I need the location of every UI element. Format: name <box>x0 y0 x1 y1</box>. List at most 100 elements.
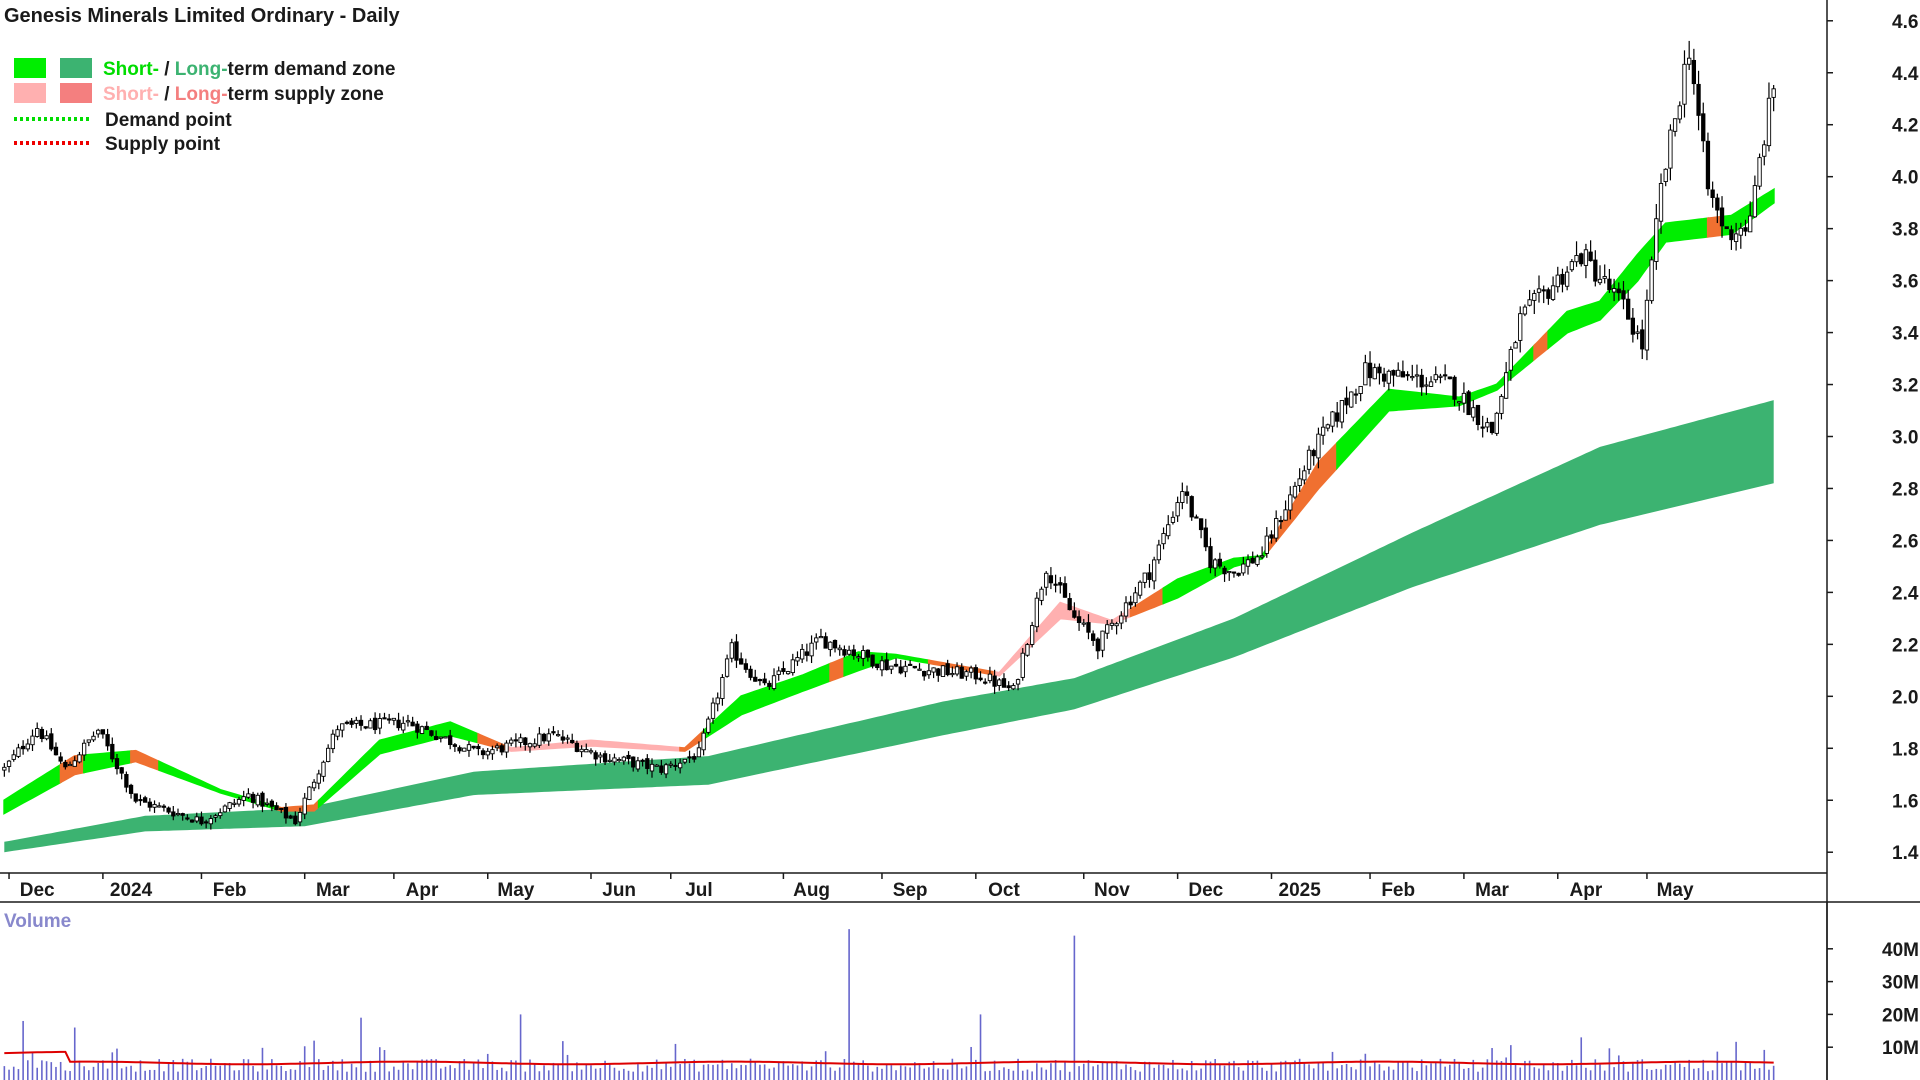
candle-body <box>659 765 664 773</box>
candle-body <box>856 656 861 659</box>
candle-body <box>532 743 537 747</box>
price-tick-label: 2.0 <box>1892 687 1918 708</box>
candle-body <box>631 756 636 768</box>
candle-body <box>560 736 565 741</box>
candle-body <box>1513 342 1518 349</box>
candle-body <box>1006 685 1011 689</box>
candle-body <box>53 746 59 756</box>
candle-body <box>368 720 373 729</box>
candle-body <box>1381 373 1387 382</box>
candle-body <box>940 665 946 677</box>
candle-body <box>142 797 148 803</box>
date-tick-label: 2025 <box>1279 880 1322 901</box>
candle-body <box>1560 273 1565 285</box>
candle-body <box>250 793 256 803</box>
date-tick-label: Apr <box>406 880 439 901</box>
candle-body <box>1546 289 1551 299</box>
candle-body <box>1170 516 1176 523</box>
candle-body <box>1677 105 1682 120</box>
candle-body <box>218 812 223 817</box>
candle-body <box>936 668 941 676</box>
candle-body <box>194 816 199 822</box>
candle-body <box>879 660 885 671</box>
candle-body <box>555 734 561 737</box>
legend-swatch-short-supply <box>14 83 46 103</box>
candle-body <box>58 756 63 762</box>
candle-body <box>1705 140 1711 190</box>
candle-body <box>1410 376 1415 379</box>
candle-body <box>739 658 744 665</box>
candle-body <box>1555 274 1560 288</box>
candle-body <box>72 760 77 767</box>
candle-body <box>1297 478 1302 486</box>
candle-body <box>138 799 143 802</box>
candle-body <box>785 671 791 675</box>
candle-body <box>1508 349 1513 371</box>
candle-body <box>692 756 697 760</box>
candle-body <box>326 747 331 762</box>
candle-body <box>372 717 378 731</box>
candle-body <box>1259 555 1265 558</box>
candle-body <box>1522 306 1528 315</box>
candle-body <box>537 733 542 746</box>
legend-demand-point: Demand point <box>105 110 232 131</box>
candle-body <box>1001 678 1007 688</box>
volume-average-line <box>4 1050 1774 1066</box>
candle-body <box>128 784 134 794</box>
candle-body <box>837 647 842 651</box>
candle-body <box>541 733 547 742</box>
candle-body <box>598 754 603 758</box>
candle-body <box>1494 412 1499 434</box>
candle-body <box>509 739 514 744</box>
candle-body <box>734 641 739 661</box>
candle-body <box>804 651 810 656</box>
candle-body <box>1081 622 1086 625</box>
candle-body <box>1691 59 1697 85</box>
candle-body <box>147 801 152 808</box>
candle-body <box>255 794 260 806</box>
candle-body <box>673 764 678 768</box>
candle-body <box>1123 602 1129 617</box>
candle-body <box>1565 271 1570 287</box>
candle-body <box>419 726 425 734</box>
candle-body <box>1011 685 1016 690</box>
date-axis-labels: Dec 2024 Feb Mar Apr May Jun Jul Aug Sep Oct Nov Dec… <box>8 873 1694 901</box>
candle-body <box>105 734 110 747</box>
candle-body <box>1344 397 1349 406</box>
candle-body <box>1499 395 1504 414</box>
legend-supply-zone: Short- / Long-term supply zone <box>103 84 384 105</box>
candle-body <box>828 641 833 651</box>
candle-body <box>593 752 598 760</box>
candle-body <box>480 750 486 756</box>
candle-body <box>649 763 655 772</box>
candle-body <box>354 719 359 724</box>
candle-body <box>729 642 734 659</box>
candle-body <box>1536 288 1542 293</box>
candle-body <box>1241 563 1246 574</box>
candle-body <box>964 671 969 677</box>
candle-body <box>1738 227 1743 236</box>
candle-body <box>415 723 420 733</box>
candle-body <box>978 677 983 681</box>
candle-body <box>30 735 35 746</box>
candle-body <box>293 815 298 825</box>
candle-body <box>889 665 894 670</box>
candle-body <box>513 739 519 742</box>
candle-body <box>1541 289 1546 292</box>
candle-body <box>1147 572 1152 580</box>
candle-body <box>1630 317 1636 335</box>
candle-body <box>715 697 720 705</box>
candle-body <box>499 745 504 753</box>
candle-body <box>635 760 641 770</box>
candle-body <box>1668 129 1673 169</box>
candle-body <box>1325 424 1330 429</box>
candle-body <box>1213 559 1218 569</box>
candle-body <box>81 742 87 756</box>
candle-body <box>265 802 270 805</box>
candle-body <box>236 798 242 805</box>
date-tick-label: Jul <box>685 880 712 901</box>
candle-body <box>1025 644 1030 656</box>
legend-supply-long: Long- <box>175 84 228 105</box>
candle-body <box>1194 516 1199 519</box>
candle-body <box>1236 572 1241 576</box>
